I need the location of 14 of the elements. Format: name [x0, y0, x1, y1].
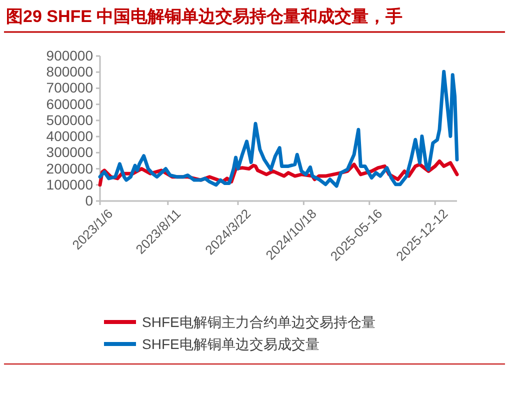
y-tick-label: 0	[85, 192, 94, 208]
y-tick-label: 300000	[46, 144, 94, 160]
y-tick-label: 200000	[46, 160, 94, 176]
y-tick-label: 600000	[46, 96, 94, 112]
y-tick-label: 100000	[46, 176, 94, 192]
y-tick-label: 800000	[46, 64, 94, 80]
chart-title: 图29 SHFE 中国电解铜单边交易持仓量和成交量，手	[6, 7, 403, 26]
y-tick-label: 700000	[46, 80, 94, 96]
y-tick-label: 400000	[46, 128, 94, 144]
line-series	[98, 70, 459, 188]
y-tick-label: 900000	[46, 47, 94, 64]
legend-label: SHFE电解铜单边交易成交量	[142, 336, 320, 352]
legend-label: SHFE电解铜主力合约单边交易持仓量	[142, 314, 376, 330]
y-tick-label: 500000	[46, 112, 94, 128]
